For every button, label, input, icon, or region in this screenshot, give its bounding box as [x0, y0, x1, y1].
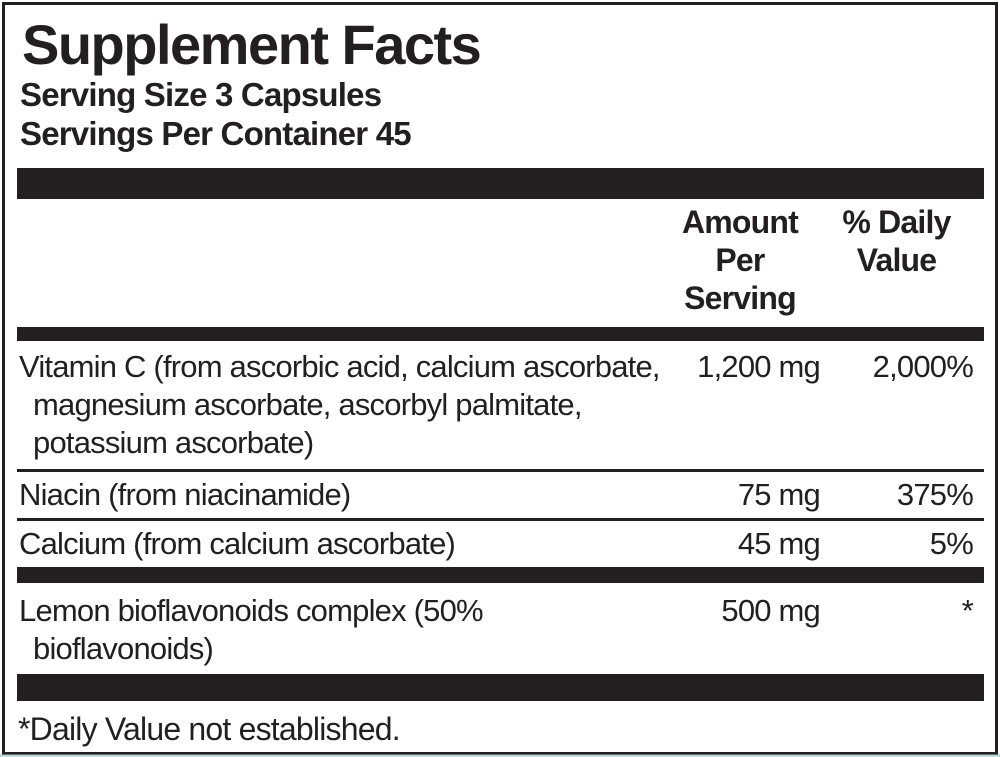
nutrient-amount: 500 mg [721, 593, 820, 628]
nutrient-name: Calcium (from calcium ascorbate) [19, 526, 456, 561]
nutrient-daily-value: 5% [929, 526, 974, 561]
label-title: Supplement Facts [22, 13, 482, 76]
table-row-lemon-bioflavonoids: Lemon bioflavonoids complex (50% bioflav… [16, 583, 974, 674]
nutrient-daily-value: * [961, 593, 974, 628]
divider-medium-below-calcium [17, 567, 984, 583]
table-header-row: Amount Per Serving % Daily Value [16, 199, 973, 327]
table-row-niacin: Niacin (from niacinamide) 75 mg 375% [16, 472, 974, 518]
divider-thick-top [17, 168, 984, 199]
nutrient-amount: 1,200 mg [697, 349, 821, 384]
nutrient-amount: 75 mg [737, 477, 821, 512]
nutrient-daily-value: 375% [896, 477, 974, 512]
daily-value-footnote: *Daily Value not established. [18, 711, 401, 747]
column-header-percent-daily-value: % Daily Value [842, 204, 951, 278]
divider-thick-bottom [17, 674, 984, 701]
scan-edge-artifact [0, 754, 1000, 757]
nutrient-name: Lemon bioflavonoids complex (50% bioflav… [19, 593, 484, 666]
nutrient-daily-value: 2,000% [872, 349, 974, 384]
divider-thin-1 [17, 469, 984, 472]
servings-per-container-line: Servings Per Container 45 [20, 115, 412, 152]
table-row-vitamin-c: Vitamin C (from ascorbic acid, calcium a… [16, 341, 974, 469]
table-row-calcium: Calcium (from calcium ascorbate) 45 mg 5… [16, 521, 974, 567]
nutrient-name: Vitamin C (from ascorbic acid, calcium a… [19, 349, 661, 460]
serving-size-line: Serving Size 3 Capsules [20, 76, 382, 113]
nutrient-amount: 45 mg [737, 526, 821, 561]
column-header-amount-per-serving: Amount Per Serving [681, 204, 799, 316]
nutrient-name: Niacin (from niacinamide) [19, 477, 351, 512]
divider-medium-below-header [17, 327, 984, 341]
divider-thin-2 [17, 518, 984, 521]
